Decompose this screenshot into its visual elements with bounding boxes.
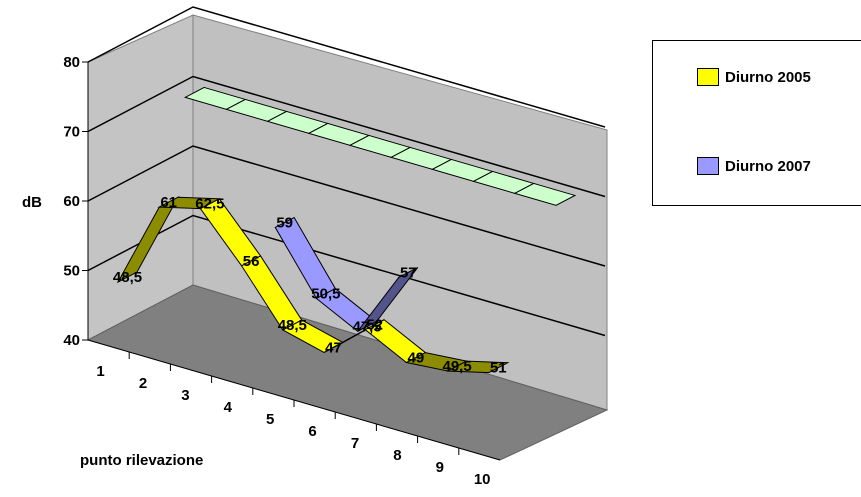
x-tick-label-10: 10 — [474, 471, 491, 488]
x-tick-label-7: 7 — [351, 435, 359, 452]
x-tick-label-8: 8 — [393, 447, 401, 464]
legend: Diurno 2005 Diurno 2007 — [652, 40, 861, 206]
x-tick-label-9: 9 — [436, 459, 444, 476]
y-ticks: 40 50 60 70 80 — [63, 54, 88, 349]
data-label-1-2: 61 — [160, 194, 177, 211]
x-tick-label-1: 1 — [96, 363, 104, 380]
legend-swatch-diurno-2007 — [697, 157, 719, 175]
data-label-2-7: 57 — [400, 264, 417, 281]
data-label-1-7: 52 — [366, 317, 383, 334]
data-label-1-8: 49 — [408, 350, 425, 367]
x-tick-label-3: 3 — [181, 387, 189, 404]
data-label-2-4: 59 — [276, 214, 293, 231]
legend-label-diurno-2007: Diurno 2007 — [725, 158, 811, 175]
y-tick-label-50: 50 — [63, 263, 80, 280]
legend-label-diurno-2005: Diurno 2005 — [725, 69, 811, 86]
data-label-1-10: 51 — [490, 360, 507, 377]
data-label-1-1: 48,5 — [113, 269, 142, 286]
data-label-1-6: 47 — [325, 339, 342, 356]
legend-item-diurno-2005: Diurno 2005 — [697, 68, 811, 86]
data-label-1-4: 56 — [243, 253, 260, 270]
data-label-1-5: 48,5 — [278, 317, 307, 334]
legend-swatch-diurno-2005 — [697, 68, 719, 86]
x-axis-title: punto rilevazione — [80, 452, 203, 469]
y-tick-label-40: 40 — [63, 332, 80, 349]
y-tick-label-70: 70 — [63, 124, 80, 141]
data-label-1-9: 49,5 — [442, 358, 471, 375]
data-label-1-3: 62,5 — [195, 196, 224, 213]
data-label-2-5: 50,5 — [311, 286, 340, 303]
x-tick-label-6: 6 — [308, 423, 316, 440]
y-axis-title: dB — [22, 194, 42, 211]
legend-item-diurno-2007: Diurno 2007 — [697, 157, 811, 175]
x-tick-label-2: 2 — [139, 375, 147, 392]
y-tick-label-60: 60 — [63, 193, 80, 210]
chart-side-wall — [88, 15, 193, 340]
y-tick-label-80: 80 — [63, 54, 80, 71]
x-tick-label-5: 5 — [266, 411, 274, 428]
x-tick-label-4: 4 — [224, 399, 233, 416]
